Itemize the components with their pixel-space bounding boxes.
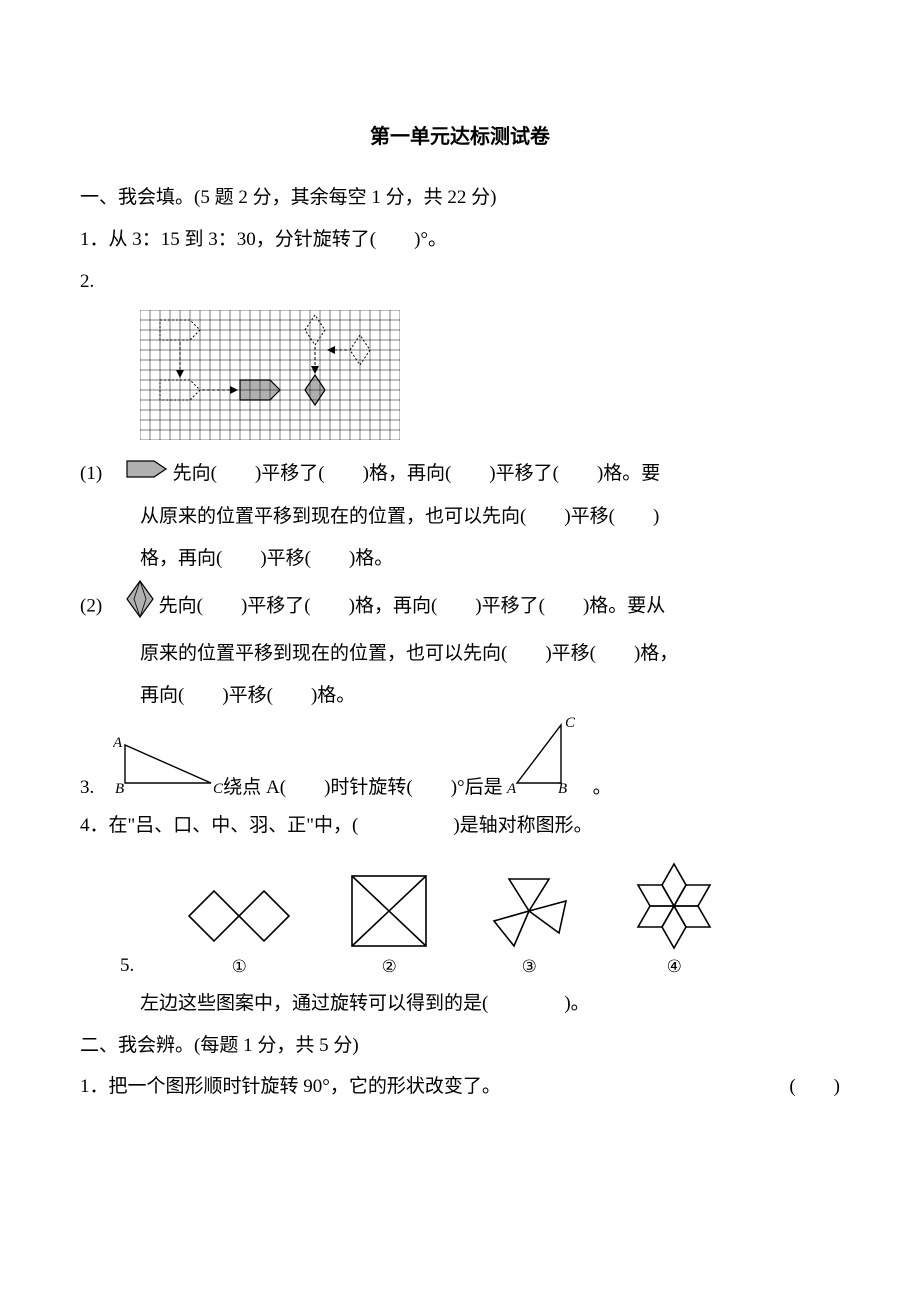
shape-4-label: ④ <box>624 957 724 977</box>
triangle-right-icon: A B C <box>503 717 593 805</box>
shape-3: ③ <box>484 871 574 977</box>
s2-q1: 1．把一个图形顺时针旋转 90°，它的形状改变了。 ( ) <box>80 1066 840 1108</box>
page-title: 第一单元达标测试卷 <box>80 120 840 149</box>
label-A2: A <box>506 781 517 793</box>
q2-1-prefix: (1) <box>80 463 121 484</box>
s2-q1-blank: ( ) <box>789 1066 840 1108</box>
triangle-left-icon: A B C <box>113 733 223 805</box>
q2-1-line3: 格，再向( )平移( )格。 <box>80 538 840 580</box>
shape-1-label: ① <box>184 957 294 977</box>
q3-mid: 绕点 A( )时针旋转( )°后是 <box>223 771 502 805</box>
q3-end: 。 <box>593 771 612 805</box>
label-C2: C <box>565 717 576 731</box>
q5-text: 左边这些图案中，通过旋转可以得到的是( )。 <box>80 983 840 1025</box>
q3: 3. A B C 绕点 A( )时针旋转( )°后是 A B C 。 <box>80 717 840 805</box>
label-B: B <box>115 781 124 793</box>
q5-label: 5. <box>120 955 134 977</box>
shape-4: ④ <box>624 861 724 977</box>
q3-prefix: 3. <box>80 771 113 805</box>
shape-3-label: ③ <box>484 957 574 977</box>
q2-grid-figure <box>140 310 840 445</box>
q2-label: 2. <box>80 261 840 303</box>
q2-2-line1: (2) 先向( )平移了( )格，再向( )平移了( )格。要从 <box>80 580 840 634</box>
label-B2: B <box>558 781 567 793</box>
q5-shapes-row: 5. ① ② <box>80 861 840 977</box>
q2-1-text: 先向( )平移了( )格，再向( )平移了( )格。要 <box>173 463 661 484</box>
arrow-shape-icon <box>126 454 168 496</box>
shape-2: ② <box>344 871 434 977</box>
q2-2-prefix: (2) <box>80 595 121 616</box>
section2-heading: 二、我会辨。(每题 1 分，共 5 分) <box>80 1025 840 1067</box>
q2-1-line2: 从原来的位置平移到现在的位置，也可以先向( )平移( ) <box>80 496 840 538</box>
q1: 1．从 3：15 到 3：30，分针旋转了( )°。 <box>80 219 840 261</box>
label-A: A <box>113 735 123 751</box>
q2-2-text: 先向( )平移了( )格，再向( )平移了( )格。要从 <box>159 595 666 616</box>
q4: 4．在"吕、口、中、羽、正"中，( )是轴对称图形。 <box>80 805 840 847</box>
diamond-shape-icon <box>126 580 154 634</box>
section1-heading: 一、我会填。(5 题 2 分，其余每空 1 分，共 22 分) <box>80 177 840 219</box>
q2-1-line1: (1) 先向( )平移了( )格，再向( )平移了( )格。要 <box>80 453 840 496</box>
s2-q1-text: 1．把一个图形顺时针旋转 90°，它的形状改变了。 <box>80 1066 501 1108</box>
shape-2-label: ② <box>344 957 434 977</box>
shape-1: ① <box>184 881 294 977</box>
q2-2-line3: 再向( )平移( )格。 <box>80 675 840 717</box>
q2-2-line2: 原来的位置平移到现在的位置，也可以先向( )平移( )格， <box>80 633 840 675</box>
label-C: C <box>213 781 223 793</box>
